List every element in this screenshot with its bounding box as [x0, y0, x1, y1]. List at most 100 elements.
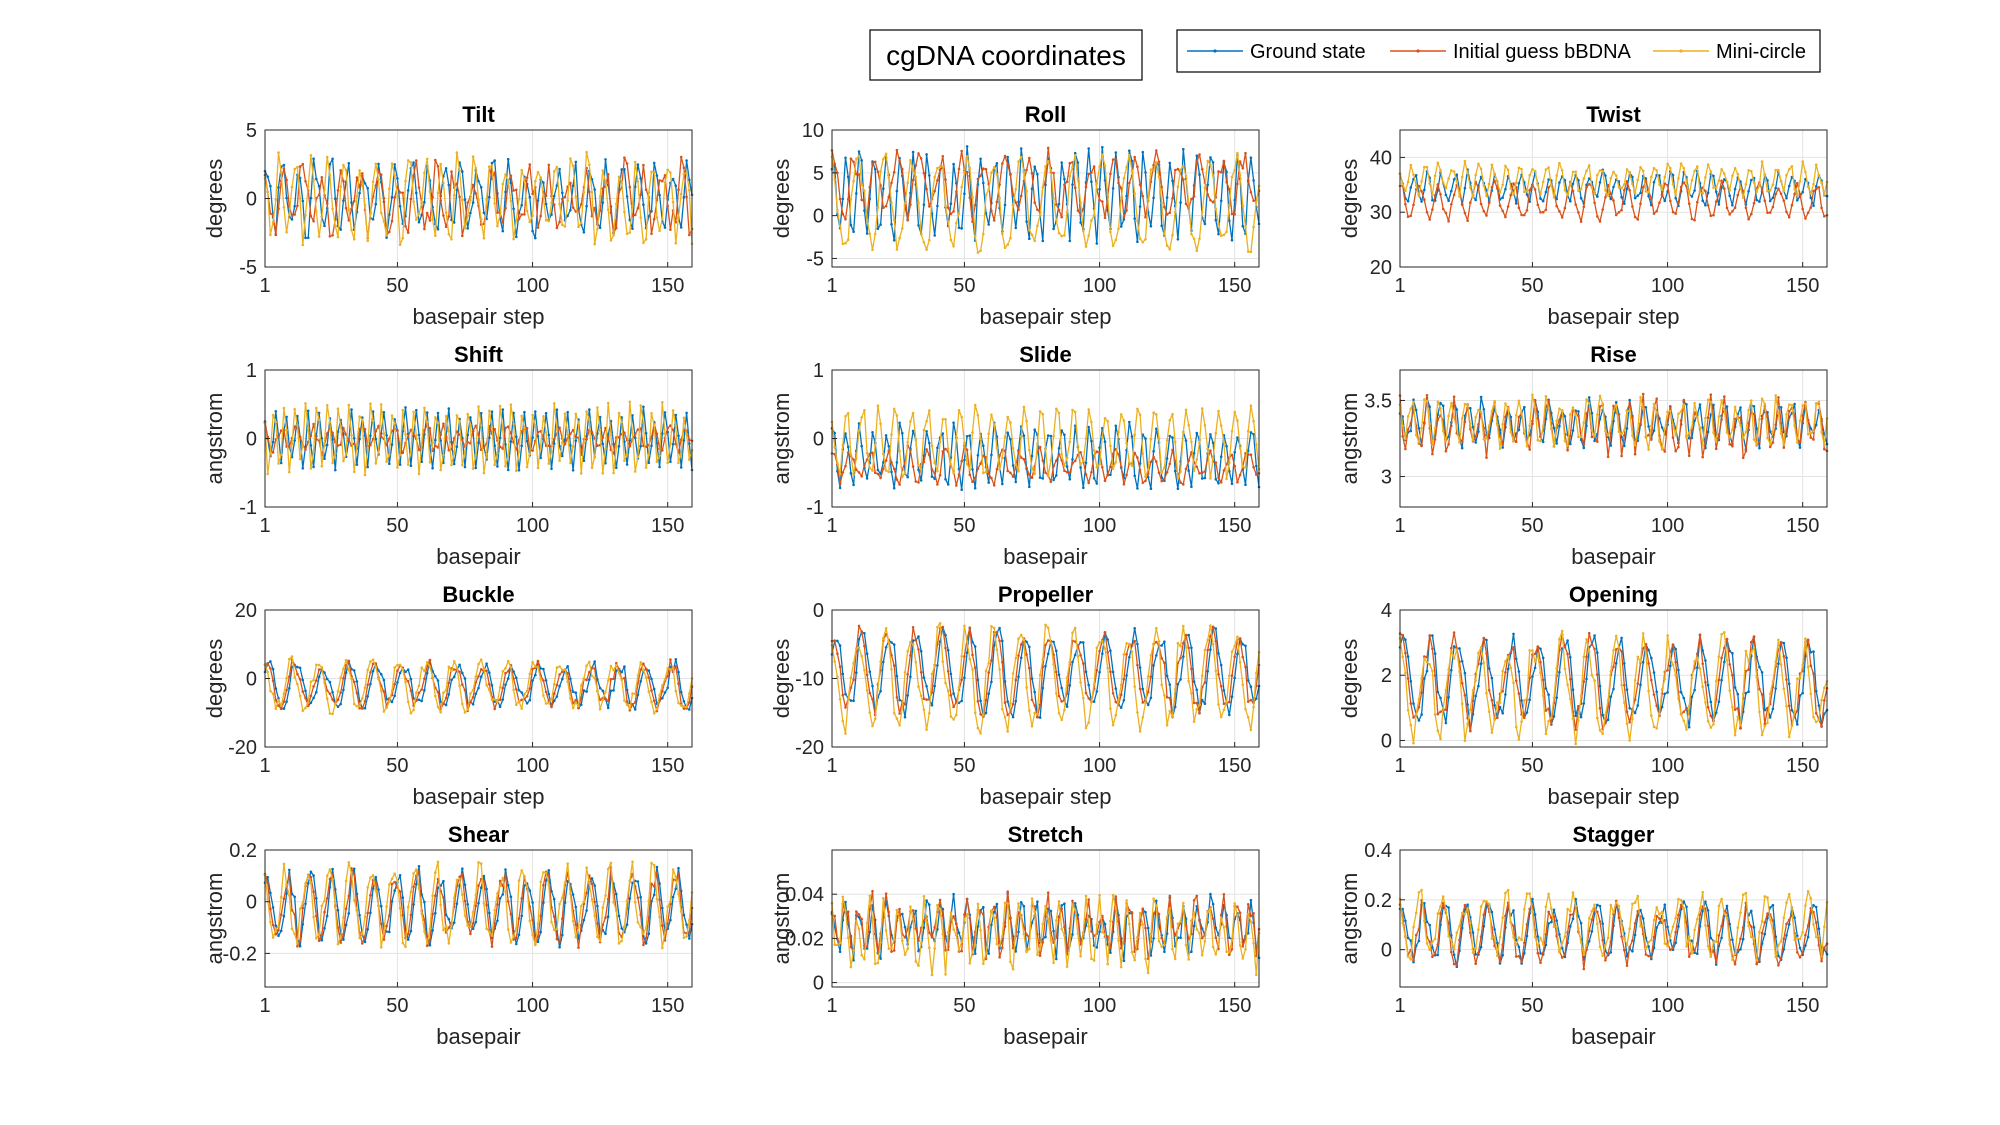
data-point	[1146, 468, 1150, 471]
x-tick-label: 1	[259, 275, 270, 297]
data-point	[1823, 447, 1826, 451]
data-point	[1157, 471, 1161, 475]
data-point	[574, 701, 578, 704]
x-tick-label: 50	[386, 755, 408, 777]
data-point	[979, 699, 982, 703]
data-point	[1441, 181, 1445, 184]
data-point	[382, 432, 386, 435]
data-point	[669, 460, 672, 464]
data-point	[930, 704, 934, 707]
data-point	[1044, 447, 1047, 450]
data-point	[1117, 227, 1120, 230]
data-point	[833, 178, 836, 181]
data-point	[917, 685, 920, 688]
data-point	[1714, 186, 1718, 189]
data-point	[936, 446, 939, 450]
data-point	[320, 933, 324, 937]
y-tick-label: -5	[806, 248, 824, 270]
data-point	[406, 463, 410, 466]
data-point	[1787, 403, 1791, 406]
data-point	[1130, 643, 1134, 647]
data-point	[1631, 717, 1634, 721]
data-point	[293, 167, 297, 171]
data-point	[898, 159, 901, 163]
data-point	[409, 197, 413, 201]
data-point	[1485, 652, 1488, 655]
data-point	[1723, 631, 1726, 634]
data-point	[598, 195, 602, 198]
data-point	[501, 893, 505, 896]
data-point	[1141, 150, 1145, 154]
data-point	[369, 682, 372, 686]
data-point	[1414, 433, 1418, 437]
data-point	[1119, 197, 1123, 200]
data-point	[1623, 202, 1626, 205]
data-point	[855, 157, 858, 161]
x-tick-label: 150	[1786, 515, 1819, 537]
data-point	[1701, 685, 1704, 688]
data-point	[944, 646, 947, 650]
data-point	[1674, 212, 1677, 215]
data-point	[1644, 652, 1648, 655]
data-point	[890, 641, 893, 644]
data-point	[895, 189, 899, 193]
data-point	[569, 461, 572, 465]
data-point	[415, 191, 418, 195]
data-point	[1601, 732, 1604, 735]
data-point	[1036, 715, 1039, 719]
data-point	[517, 217, 521, 221]
data-point	[1782, 443, 1786, 446]
data-point	[952, 210, 955, 213]
data-point	[442, 928, 445, 932]
data-point	[1133, 685, 1136, 688]
series-mini-circle-roll	[830, 151, 1261, 254]
data-point	[534, 673, 537, 677]
data-point	[558, 665, 561, 668]
x-tick-label: 1	[826, 755, 837, 777]
data-point	[566, 680, 569, 683]
data-point	[1200, 477, 1204, 480]
data-point	[1217, 482, 1220, 485]
data-point	[1787, 704, 1791, 708]
data-point	[1149, 696, 1153, 700]
data-point	[1252, 705, 1255, 709]
data-point	[1777, 662, 1780, 665]
data-point	[992, 423, 996, 426]
data-point	[1804, 170, 1807, 174]
data-point	[1155, 413, 1158, 416]
data-point	[547, 163, 551, 167]
x-tick-label: 100	[1083, 755, 1116, 777]
data-point	[1209, 648, 1212, 651]
data-point	[479, 658, 483, 661]
data-point	[1119, 706, 1123, 709]
data-point	[1171, 197, 1174, 200]
data-point	[296, 942, 299, 945]
data-point	[658, 465, 661, 469]
data-point	[968, 196, 972, 199]
data-point	[398, 453, 402, 457]
data-point	[515, 688, 518, 691]
data-point	[1095, 690, 1099, 693]
data-point	[1504, 402, 1507, 405]
data-point	[1171, 412, 1174, 416]
data-point	[558, 684, 561, 688]
data-point	[577, 704, 580, 708]
data-point	[971, 220, 974, 223]
data-point	[1125, 209, 1128, 212]
data-point	[1812, 182, 1815, 186]
data-point	[1639, 166, 1642, 169]
y-tick-label: -20	[795, 737, 824, 759]
data-point	[982, 167, 985, 170]
data-point	[903, 715, 907, 719]
x-tick-label: 150	[651, 515, 684, 537]
data-point	[1644, 177, 1648, 180]
data-point	[1796, 723, 1799, 726]
data-point	[919, 671, 923, 674]
x-tick-label: 50	[1521, 275, 1543, 297]
data-point	[1812, 672, 1815, 675]
data-point	[903, 703, 907, 706]
data-point	[1014, 462, 1018, 466]
data-point	[1136, 711, 1139, 714]
data-point	[901, 227, 904, 230]
data-point	[661, 401, 664, 404]
